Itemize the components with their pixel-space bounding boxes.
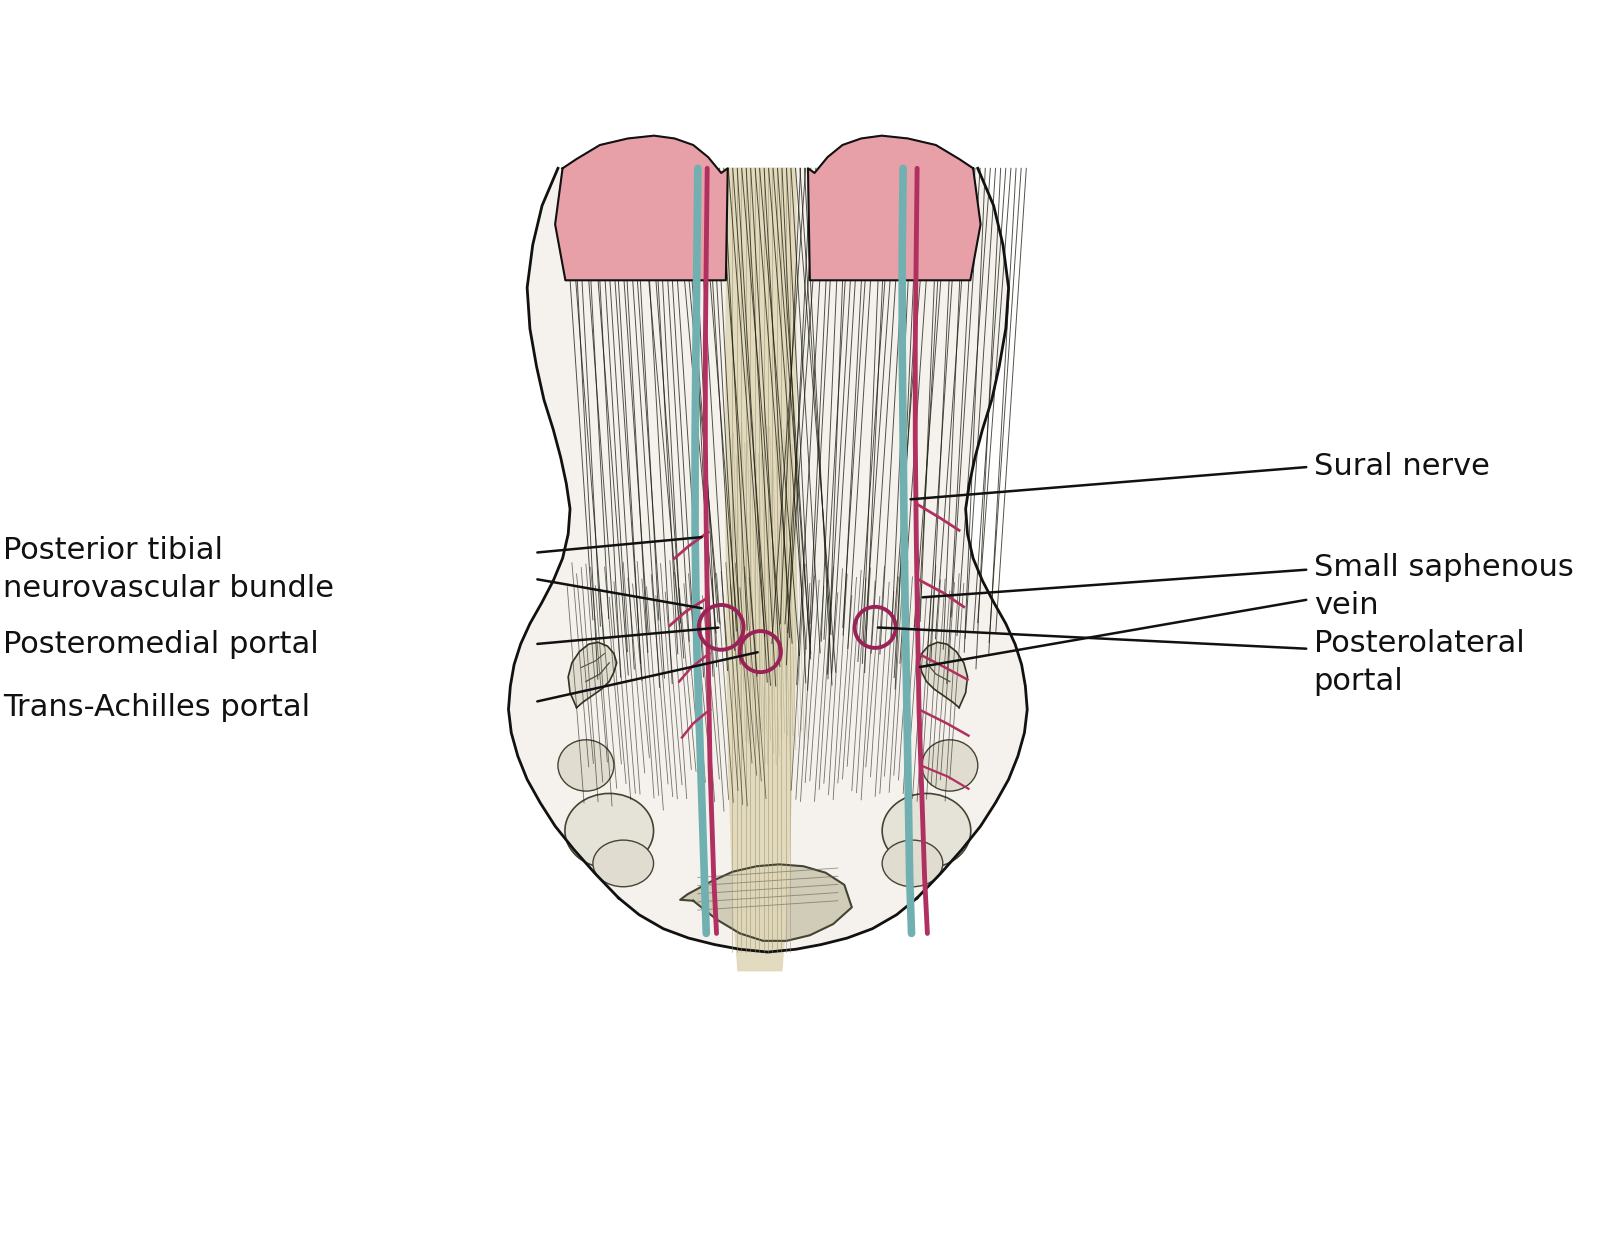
Text: Posterolateral
portal: Posterolateral portal bbox=[1314, 629, 1524, 697]
Polygon shape bbox=[509, 169, 1028, 952]
Text: Trans-Achilles portal: Trans-Achilles portal bbox=[3, 693, 310, 722]
Polygon shape bbox=[569, 642, 617, 708]
Ellipse shape bbox=[593, 841, 653, 887]
Ellipse shape bbox=[921, 739, 978, 791]
Polygon shape bbox=[726, 169, 795, 971]
Text: Posterior tibial
neurovascular bundle: Posterior tibial neurovascular bundle bbox=[3, 535, 335, 603]
Polygon shape bbox=[808, 135, 981, 280]
Text: Sural nerve: Sural nerve bbox=[1314, 453, 1490, 482]
Text: Small saphenous
vein: Small saphenous vein bbox=[1314, 553, 1574, 620]
Ellipse shape bbox=[882, 841, 942, 887]
Text: Posteromedial portal: Posteromedial portal bbox=[3, 629, 318, 659]
Ellipse shape bbox=[882, 793, 971, 868]
Polygon shape bbox=[920, 642, 968, 708]
Polygon shape bbox=[556, 135, 727, 280]
Ellipse shape bbox=[558, 739, 614, 791]
Ellipse shape bbox=[566, 793, 653, 868]
Polygon shape bbox=[680, 864, 852, 941]
